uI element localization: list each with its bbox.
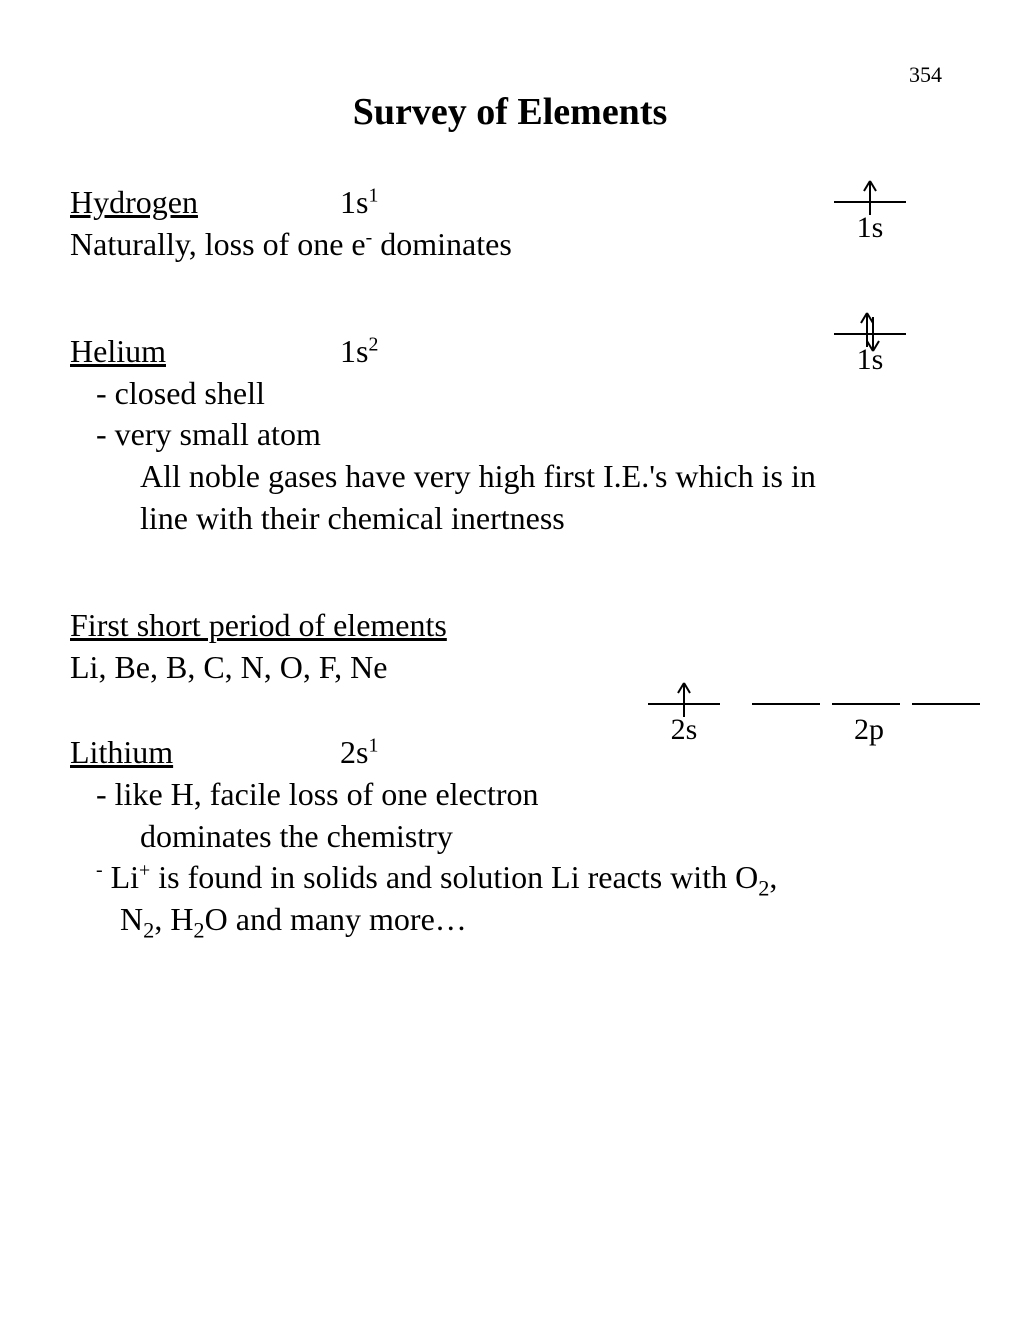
desc-part2: dominates [372,226,512,262]
orbital-2p-3 [912,703,980,705]
config-base: 2s [340,734,368,770]
li-comma: , [769,859,777,895]
orbital-1s: 1s [834,201,906,245]
orbital-line [834,201,906,203]
lithium-bullet1b: dominates the chemistry [70,816,950,858]
config-sup: 2 [368,334,378,356]
orbital-2p-1 [752,703,820,705]
orbital-2p-2 [832,703,900,705]
orbital-line [752,703,820,705]
electron-pair-icon [859,311,881,353]
helium-label: Helium [70,333,166,369]
electron-up-icon [677,681,691,719]
helium-name: Helium [70,331,340,373]
orbital-line [832,703,900,705]
helium-config: 1s2 [340,331,378,373]
hydrogen-orbital: 1s [834,190,912,245]
li-sub: 2 [758,876,769,901]
li-sup: + [139,859,150,881]
rest: O and many more… [205,901,467,937]
lithium-section: Lithium 2s1 - like H, facile loss of one… [70,732,950,940]
n-sub: 2 [143,917,154,942]
config-base: 1s [340,184,368,220]
orbital-line [648,703,720,705]
hydrogen-label: Hydrogen [70,184,198,220]
period-heading: First short period of elements [70,605,950,647]
lithium-bullet3: N2, H2O and many more… [70,899,950,941]
hydrogen-section: Hydrogen 1s1 Naturally, loss of one e- d… [70,182,950,265]
h: , H [154,901,193,937]
helium-note2: line with their chemical inertness [70,498,950,540]
li-pre: Li [111,859,139,895]
h-sub: 2 [193,917,204,942]
config-base: 1s [340,333,368,369]
helium-bullet2: - very small atom [70,414,950,456]
orbital-line [912,703,980,705]
lithium-bullet1: - like H, facile loss of one electron [70,774,950,816]
helium-section: Helium 1s2 - closed shell - very small a… [70,331,950,539]
lithium-orbitals: 2s 2p [648,692,986,747]
helium-orbital: 1s [834,322,912,377]
desc-part1: Naturally, loss of one e [70,226,366,262]
period-list: Li, Be, B, C, N, O, F, Ne [70,647,950,689]
orbital-2s: 2s [648,703,720,747]
lithium-label: Lithium [70,734,173,770]
lithium-name: Lithium [70,732,340,774]
page-title: Survey of Elements [70,90,950,134]
hydrogen-config: 1s1 [340,182,378,224]
period-heading-text: First short period of elements [70,607,447,643]
lithium-bullet2: -Li+ is found in solids and solution Li … [70,857,950,899]
n: N [120,901,143,937]
page-number: 354 [909,62,942,88]
config-sup: 1 [368,735,378,757]
lithium-config: 2s1 [340,732,378,774]
hydrogen-desc: Naturally, loss of one e- dominates [70,224,950,266]
period-section: First short period of elements Li, Be, B… [70,605,950,688]
electron-up-icon [863,179,877,217]
page: 354 Survey of Elements Hydrogen 1s1 Natu… [0,0,1020,940]
hydrogen-name: Hydrogen [70,182,340,224]
helium-note1: All noble gases have very high first I.E… [70,456,950,498]
orbital-label-2p: 2p [854,713,884,747]
orbital-1s: 1s [834,333,906,377]
config-sup: 1 [368,184,378,206]
orbital-2p-group: 2p [752,703,986,747]
helium-bullet1: - closed shell [70,373,950,415]
li-mid: is found in solids and solution Li react… [150,859,758,895]
orbital-line [834,333,906,335]
